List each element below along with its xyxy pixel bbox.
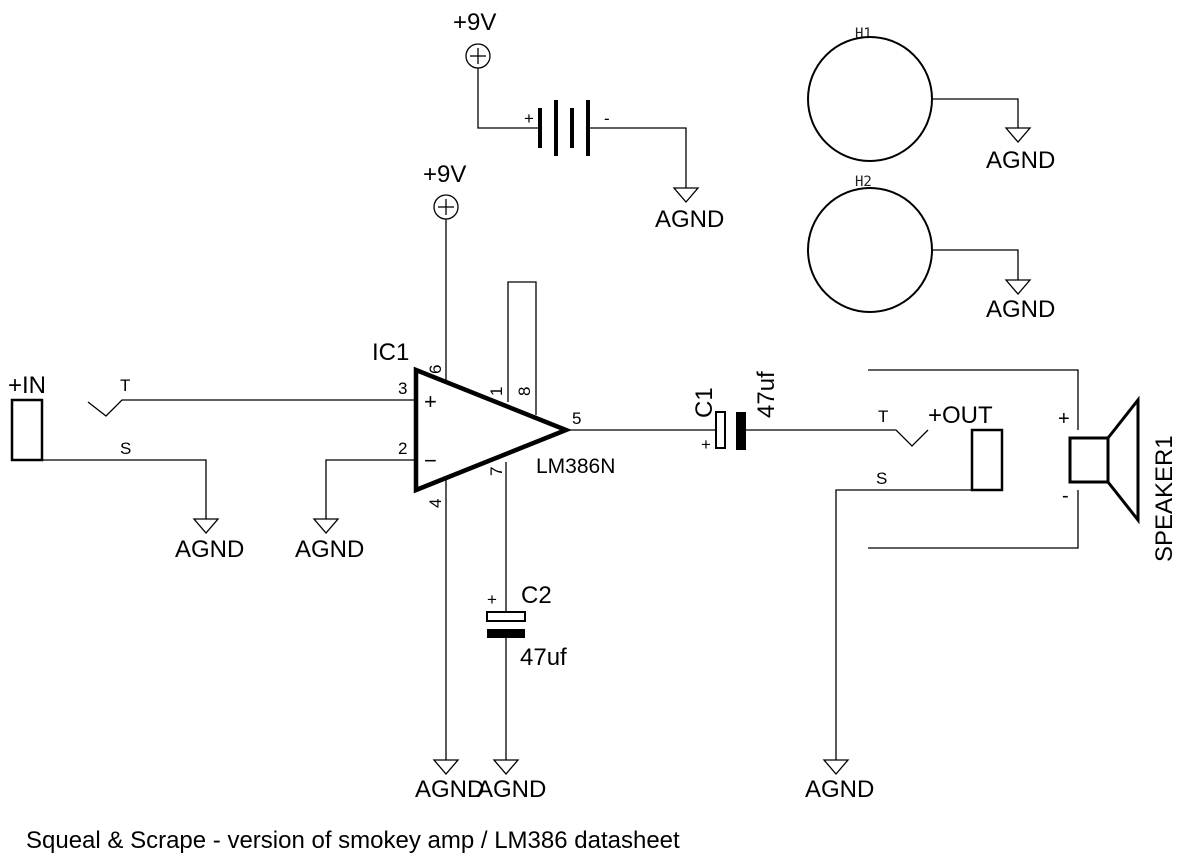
ground-label: AGND [986, 296, 1055, 323]
pin-6: 6 [426, 365, 445, 374]
supply-circle-icon [465, 43, 491, 69]
c1-value: 47uf [753, 371, 780, 418]
c1-ref: C1 [691, 387, 718, 418]
speaker: + - SPEAKER1 [868, 369, 1178, 562]
supply-circle-icon [433, 194, 459, 220]
input-jack-body [10, 398, 44, 462]
hole-label-h2: H2 [855, 174, 872, 190]
speaker-ref: SPEAKER1 [1151, 435, 1178, 562]
speaker-icon [1068, 395, 1140, 525]
battery-icon [505, 100, 630, 156]
ground-label: AGND [805, 776, 874, 803]
capacitor-c2: + C2 47uf AGND [477, 582, 567, 803]
ic-supply: +9V [423, 161, 466, 383]
capacitor-icon [486, 611, 526, 622]
ground-icon [432, 759, 460, 775]
ground-label: AGND [295, 536, 364, 563]
ic-lm386: IC1 + − LM386N 3 2 5 6 4 7 1 8 AGND AGND [295, 281, 615, 803]
output-jack: +OUT T S AGND [805, 402, 1004, 803]
capacitor-icon [715, 411, 726, 449]
capacitor-c1: + C1 47uf [566, 371, 929, 454]
hole-label-h1: H1 [855, 26, 872, 42]
speaker-plus: + [1058, 408, 1070, 430]
pin-7: 7 [487, 467, 506, 476]
ground-label: AGND [415, 776, 484, 803]
input-tip-label: T [120, 376, 130, 395]
ic-ref: IC1 [372, 339, 409, 366]
output-sleeve-label: S [876, 469, 887, 488]
battery-minus: - [604, 109, 610, 128]
ground-icon [1004, 279, 1032, 295]
pin-3: 3 [398, 379, 407, 398]
c2-plus: + [487, 590, 497, 609]
schematic-caption: Squeal & Scrape - version of smokey amp … [26, 827, 680, 854]
ic-part: LM386N [536, 455, 615, 478]
output-tip-label: T [878, 407, 888, 426]
input-sleeve-label: S [120, 439, 131, 458]
ground-label: AGND [986, 147, 1055, 174]
mounting-hole-h1: H1 AGND [807, 26, 1055, 174]
ground-label: AGND [477, 776, 546, 803]
pin-4: 4 [426, 499, 445, 508]
mounting-hole-h2: H2 AGND [807, 174, 1055, 323]
ground-icon [1004, 127, 1032, 143]
battery-plus: + [524, 109, 534, 128]
ground-icon [192, 518, 220, 534]
ground-label: AGND [175, 536, 244, 563]
ground-icon [492, 759, 520, 775]
battery-supply: +9V + - AGND [453, 9, 724, 233]
ic-plus-sign: + [424, 389, 437, 414]
opamp-triangle [413, 366, 573, 494]
pin-8: 8 [515, 387, 534, 396]
supply-label-battery: +9V [453, 9, 496, 36]
c2-value: 47uf [520, 644, 567, 671]
ic-minus-sign: − [424, 448, 437, 473]
input-jack: +IN T S AGND [8, 372, 416, 563]
ground-icon [822, 759, 850, 775]
ground-icon [312, 518, 340, 534]
c1-plus: + [701, 435, 711, 454]
supply-label-ic: +9V [423, 161, 466, 188]
ground-icon [672, 187, 700, 203]
pin-2: 2 [398, 439, 407, 458]
output-jack-body [970, 428, 1004, 492]
output-jack-label: +OUT [928, 402, 993, 429]
pin-1: 1 [487, 387, 506, 396]
input-jack-label: +IN [8, 372, 46, 399]
pin-5: 5 [572, 409, 581, 428]
speaker-minus: - [1062, 485, 1069, 507]
ground-label: AGND [655, 206, 724, 233]
c2-ref: C2 [521, 582, 552, 609]
